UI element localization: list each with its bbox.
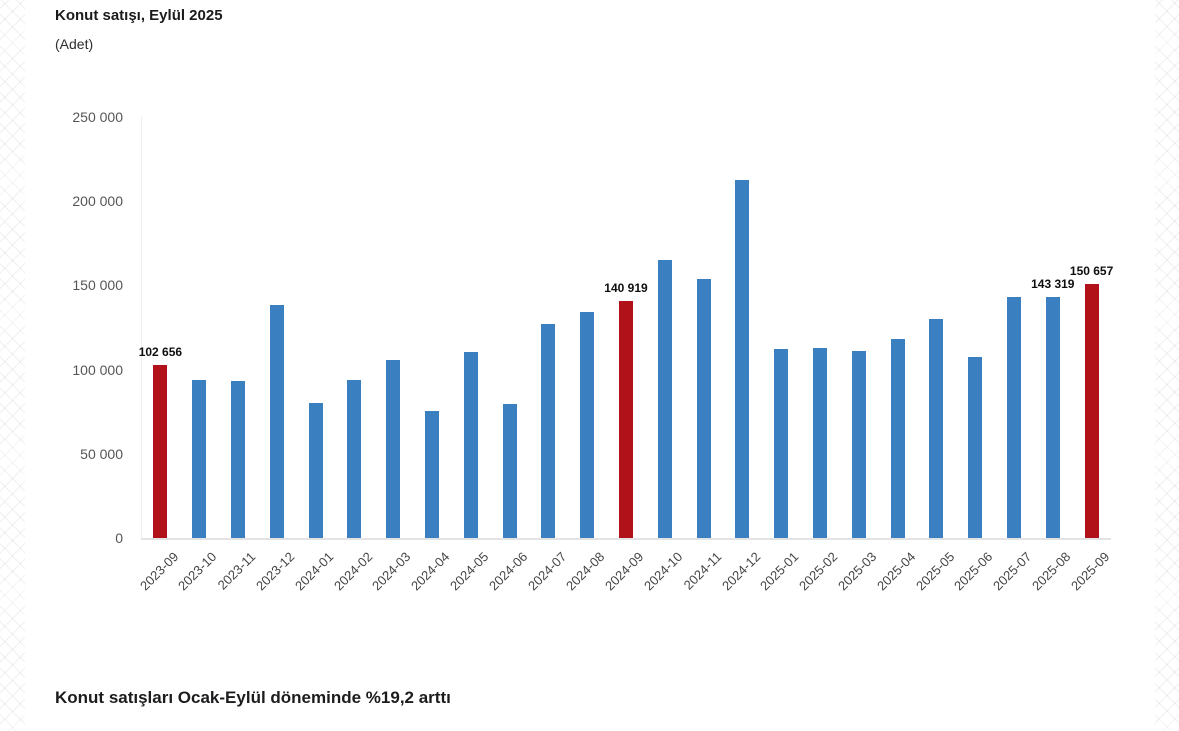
y-tick-label: 100 000	[72, 361, 123, 378]
bar-2025-06	[968, 356, 983, 538]
y-tick-label: 200 000	[72, 193, 123, 210]
bar-2025-01	[774, 349, 789, 538]
x-tick-label-text: 2025-06	[951, 549, 996, 594]
x-tick-label-text: 2024-09	[602, 549, 647, 594]
chart-unit-label: (Adet)	[55, 36, 94, 52]
x-tick-label-text: 2024-04	[408, 549, 453, 594]
x-tick-label-text: 2024-05	[447, 549, 492, 594]
bar-2024-03	[386, 360, 401, 538]
bar-2025-02	[813, 348, 827, 538]
x-tick-label-text: 2024-03	[369, 549, 414, 594]
x-tick-label-text: 2025-07	[990, 549, 1035, 594]
bar-2025-08	[1045, 296, 1060, 538]
footer-headline: Konut satışları Ocak-Eylül döneminde %19…	[55, 688, 451, 707]
bar-value-label-2025-08: 143 319	[1031, 276, 1075, 291]
right-edge-pattern	[1155, 0, 1179, 731]
x-tick-label-text: 2024-08	[563, 549, 608, 594]
bar-2023-10	[192, 380, 207, 538]
left-edge-pattern	[0, 0, 25, 731]
x-tick-label-text: 2024-02	[330, 549, 375, 594]
x-tick-label-text: 2025-04	[873, 549, 919, 594]
bar-2024-08	[580, 312, 595, 538]
x-tick-label-text: 2024-06	[485, 549, 531, 594]
bar-2025-04	[890, 338, 905, 538]
bar-2024-05	[463, 351, 478, 538]
x-tick-label-text: 2025-08	[1029, 549, 1074, 594]
bar-2024-01	[308, 402, 323, 538]
x-tick-label-text: 2023-12	[253, 549, 298, 594]
x-tick-label-text: 2023-09	[136, 549, 181, 594]
bar-2025-07	[1007, 297, 1021, 538]
bar-value-label-2023-09: 102 656	[138, 345, 183, 360]
bar-2025-05	[929, 319, 944, 538]
bar-2024-07	[541, 323, 556, 538]
x-tick-label-text: 2024-01	[291, 549, 337, 594]
y-axis-line	[141, 117, 142, 539]
bar-2024-02	[347, 379, 362, 538]
y-tick-label: 150 000	[72, 277, 123, 294]
bar-2024-06	[502, 404, 517, 538]
bar-2023-11	[231, 380, 245, 538]
bar-2024-04	[425, 410, 439, 538]
x-tick-label-text: 2024-10	[641, 549, 686, 594]
x-axis-line	[141, 538, 1111, 540]
bar-value-label-2025-09: 150 657	[1069, 264, 1114, 279]
bar-2025-03	[851, 351, 866, 538]
chart-title: Konut satışı, Eylül 2025	[55, 7, 223, 24]
bar-2023-09	[153, 365, 168, 538]
bar-2024-12	[735, 179, 750, 538]
x-tick-label-text: 2024-11	[680, 549, 725, 593]
x-tick-label-text: 2025-02	[796, 549, 841, 594]
bar-2023-12	[269, 304, 284, 538]
x-tick-label-text: 2023-11	[214, 549, 259, 593]
bar-2024-09	[619, 300, 633, 538]
bar-2025-09	[1084, 284, 1099, 538]
y-tick-label: 50 000	[80, 445, 123, 462]
bar-2024-11	[696, 278, 711, 538]
x-tick-label-text: 2025-01	[757, 549, 802, 594]
x-tick-label-text: 2024-12	[718, 549, 763, 594]
bar-value-label-2024-09: 140 919	[604, 280, 648, 295]
x-tick-label-text: 2024-07	[524, 549, 569, 594]
x-tick-label-text: 2025-09	[1067, 549, 1113, 594]
bar-2024-10	[657, 259, 672, 538]
x-tick-label-text: 2023-10	[175, 549, 220, 594]
x-tick-label-text: 2025-05	[912, 549, 957, 594]
x-tick-label-text: 2025-03	[835, 549, 880, 594]
y-tick-label: 250 000	[72, 109, 123, 125]
y-tick-label: 0	[115, 530, 123, 546]
